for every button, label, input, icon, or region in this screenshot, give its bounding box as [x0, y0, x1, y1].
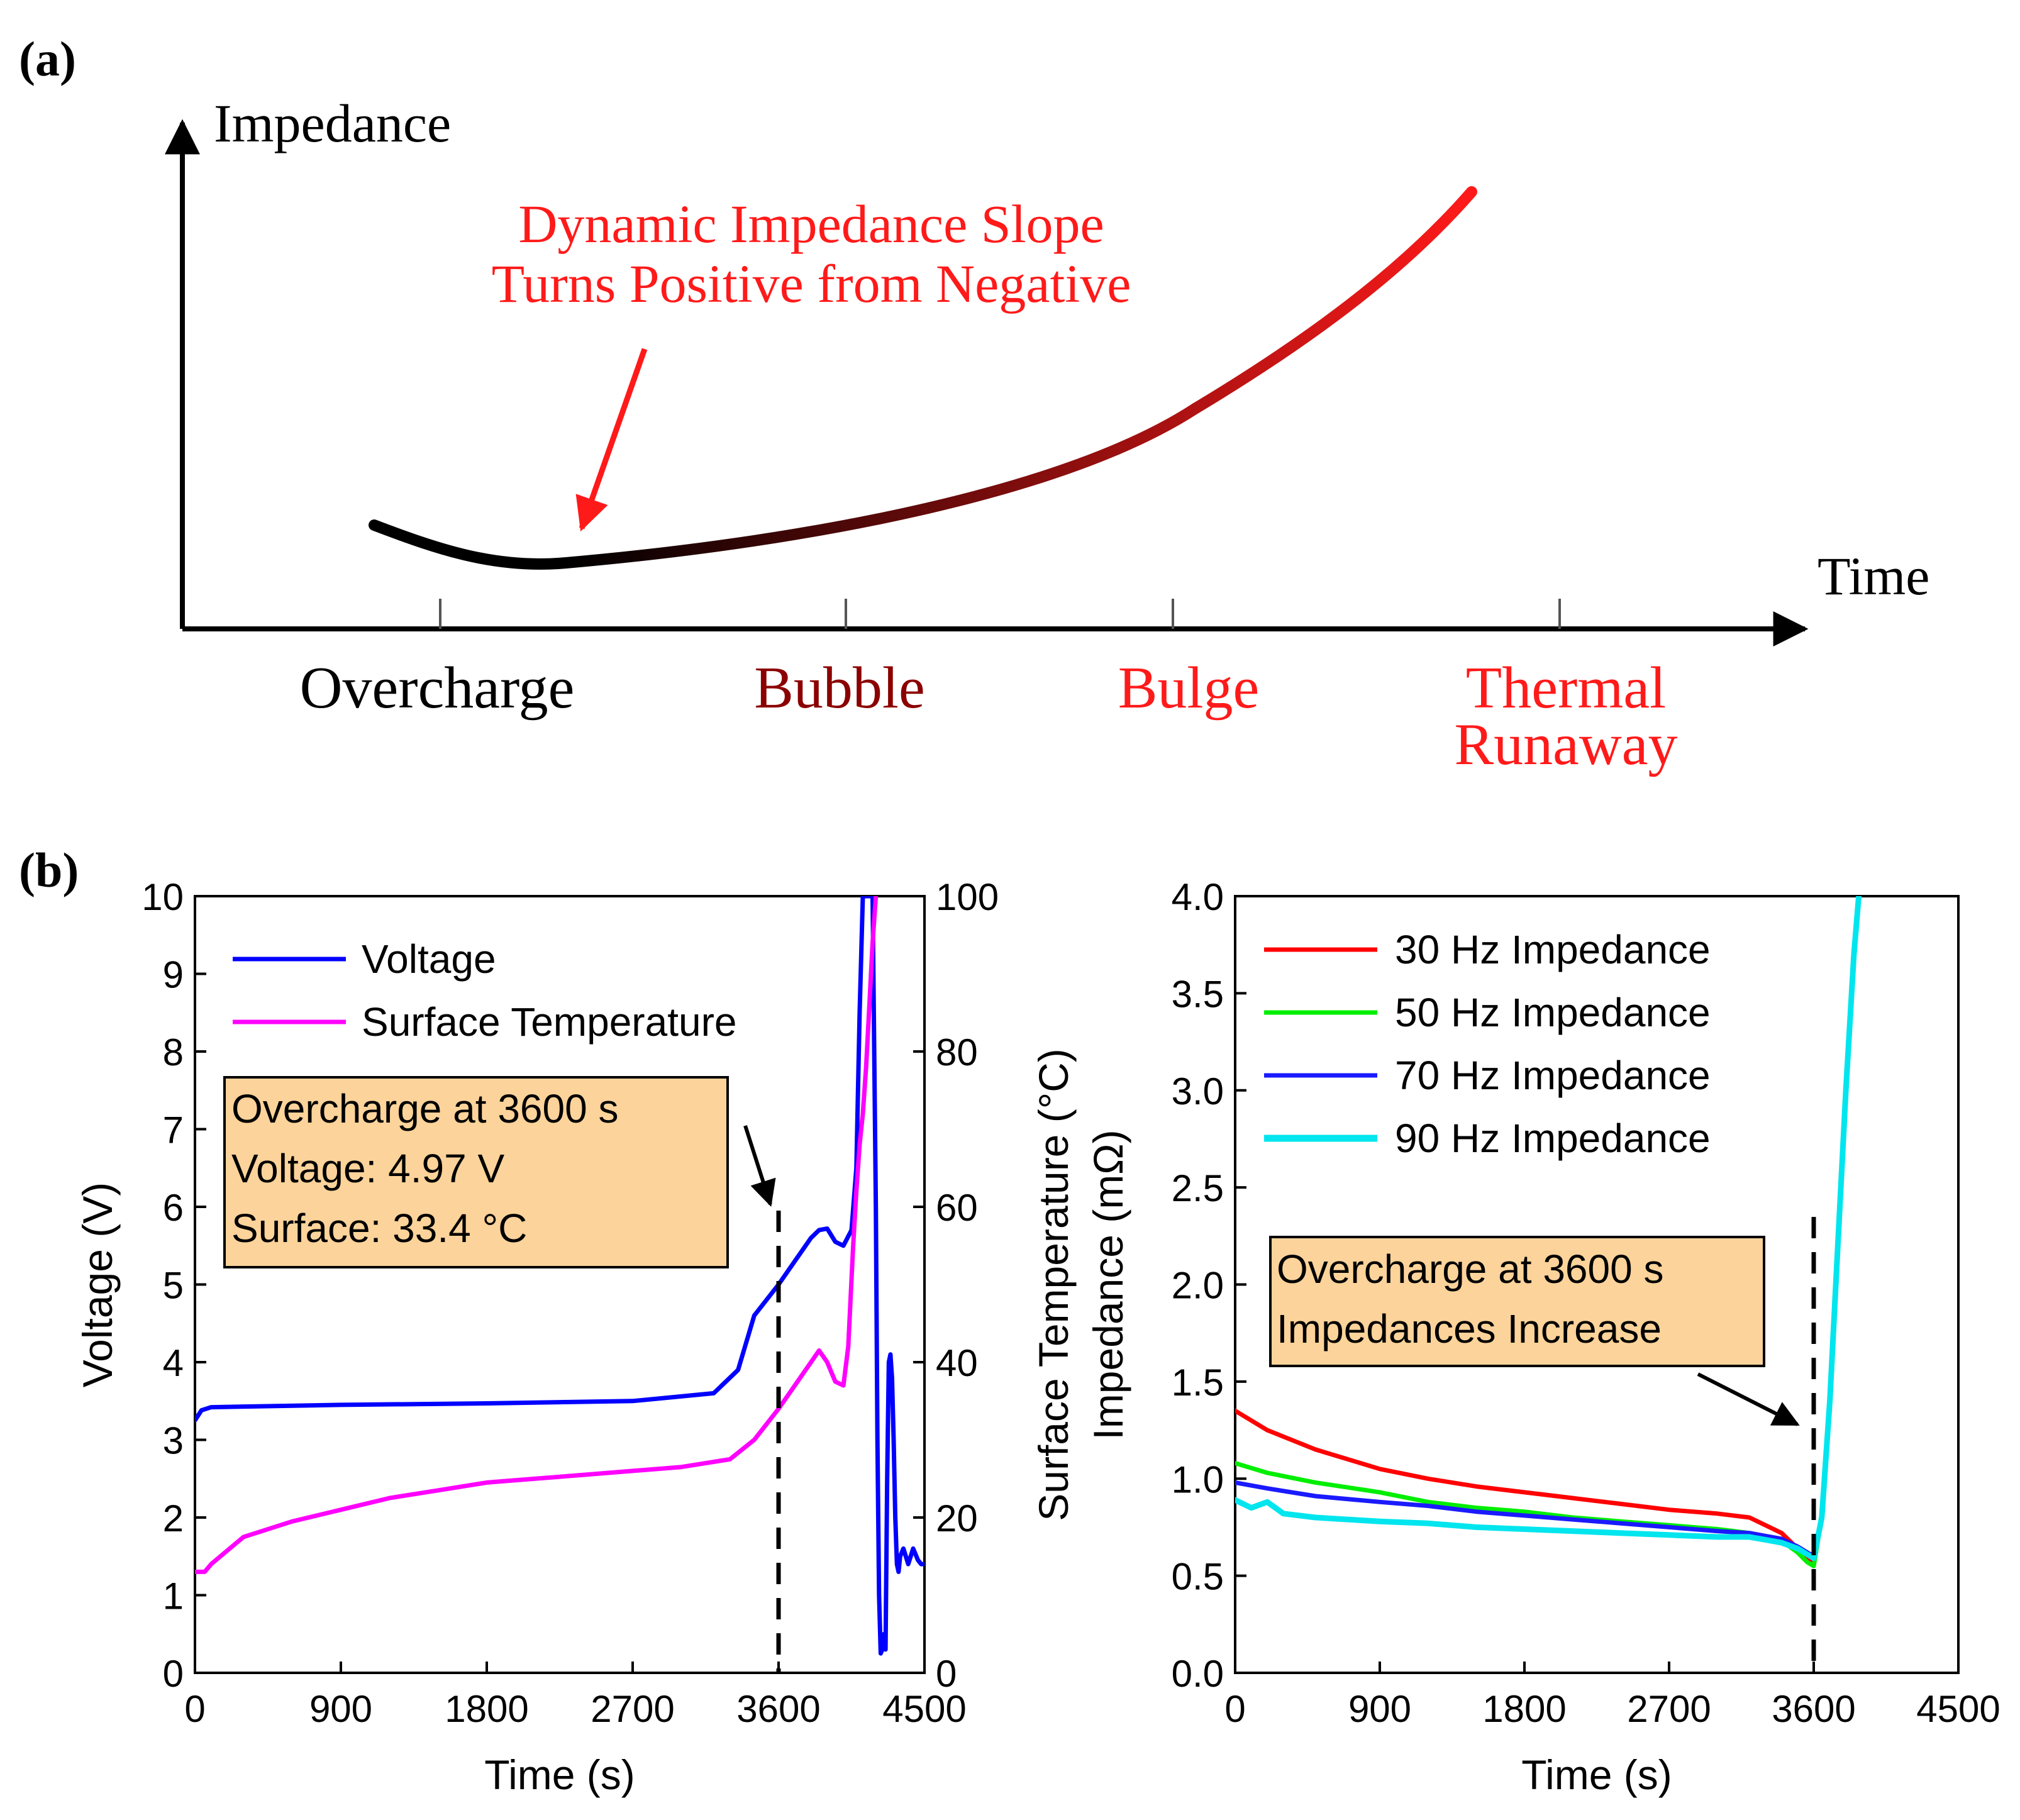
right-xlabel: Time (s) [1521, 1751, 1672, 1798]
left-ytick-label: 5 [163, 1265, 184, 1307]
right-legend: 30 Hz Impedance 50 Hz Impedance 70 Hz Im… [1264, 927, 1711, 1161]
stage-bulge: Bulge [1118, 655, 1260, 721]
left-ytick-label: 2 [163, 1497, 184, 1540]
right-annotation-arrow [1697, 1372, 1800, 1426]
right-ytick-label: 1.0 [1172, 1458, 1224, 1501]
legend-voltage-label: Voltage [362, 936, 496, 982]
left-ytick-label: 1 [163, 1575, 184, 1617]
stage-thermal: Thermal [1466, 655, 1666, 721]
left-ylabel: Voltage (V) [74, 1182, 121, 1388]
right-ytick-label: 3.5 [1172, 973, 1224, 1015]
left-annotation-box: Overcharge at 3600 s Voltage: 4.97 V Sur… [223, 1076, 729, 1268]
right-ytick-label: 0.5 [1172, 1556, 1224, 1598]
right-ylabel: Impedance (mΩ) [1085, 1129, 1131, 1440]
right-ytick-label: 2.0 [1172, 1265, 1224, 1307]
panel-a-xlabel: Time [1817, 546, 1929, 606]
annotation-line-1: Dynamic Impedance Slope [518, 194, 1104, 254]
left-xtick-label: 900 [309, 1688, 372, 1730]
legend-90hz-label: 90 Hz Impedance [1395, 1116, 1711, 1161]
panel-a-label: (a) [19, 31, 76, 86]
left-ytick-label: 7 [163, 1109, 184, 1151]
left-ytick-label: 0 [163, 1653, 184, 1695]
legend-temperature-label: Surface Temperature [362, 999, 736, 1045]
legend-70hz-label: 70 Hz Impedance [1395, 1053, 1711, 1098]
impedance-curve [369, 186, 1477, 570]
left-xtick-label: 0 [184, 1688, 205, 1730]
left-y2tick-label: 80 [936, 1031, 978, 1074]
right-xtick-label: 900 [1348, 1688, 1411, 1730]
left-annotation-line-1: Overcharge at 3600 s [231, 1086, 618, 1131]
right-series-3-line [1235, 896, 1862, 1562]
stage-bubble: Bubble [754, 655, 925, 721]
left-legend: Voltage Surface Temperature [233, 936, 736, 1045]
left-series-0-line [195, 896, 924, 1656]
left-series-1-line [195, 896, 879, 1574]
stage-overcharge: Overcharge [300, 655, 575, 721]
left-xtick-label: 2700 [591, 1688, 674, 1730]
left-annotation-line-2: Voltage: 4.97 V [231, 1146, 504, 1191]
right-xtick-label: 4500 [1916, 1688, 2000, 1730]
legend-50hz-label: 50 Hz Impedance [1395, 990, 1711, 1035]
left-xlabel: Time (s) [484, 1751, 635, 1798]
right-annotation-line-1: Overcharge at 3600 s [1277, 1246, 1663, 1292]
right-xtick-label: 0 [1224, 1688, 1245, 1730]
impedance-chart: 0 900 1800 2700 3600 4500 0.0 0.5 1.0 1.5 2.0 2.5 3.… [1085, 876, 2001, 1798]
right-xtick-label: 3600 [1772, 1688, 1855, 1730]
right-xtick-label: 2700 [1627, 1688, 1711, 1730]
left-series [195, 896, 924, 1656]
right-annotation-bg [1269, 1236, 1765, 1367]
voltage-temperature-chart: 0 900 1800 2700 3600 450001234567891002040608… [74, 876, 1077, 1798]
legend-30hz-label: 30 Hz Impedance [1395, 927, 1711, 972]
left-xtick-label: 3600 [736, 1688, 820, 1730]
left-ytick-label: 4 [163, 1342, 184, 1384]
left-y2tick-label: 40 [936, 1342, 978, 1384]
right-ytick-label: 0.0 [1172, 1653, 1224, 1695]
panel-a: (a) Impedance Time Dynamic Impedance Slo… [19, 31, 1929, 777]
left-ytick-label: 10 [142, 876, 184, 918]
left-annotation-line-3: Surface: 33.4 °C [231, 1206, 527, 1251]
left-ytick-label: 3 [163, 1420, 184, 1462]
right-annotation-box: Overcharge at 3600 s Impedances Increase [1269, 1236, 1765, 1367]
left-ticks: 0 900 1800 2700 3600 450001234567891002040608… [142, 876, 999, 1730]
left-ytick-label: 6 [163, 1187, 184, 1229]
left-annotation-bg [223, 1076, 729, 1268]
panel-a-ylabel: Impedance [214, 93, 451, 153]
left-annotation-arrow [743, 1125, 776, 1207]
right-ytick-label: 2.5 [1172, 1167, 1224, 1209]
annotation-arrow [575, 348, 648, 532]
right-ytick-label: 3.0 [1172, 1070, 1224, 1113]
annotation-line-2: Turns Positive from Negative [492, 253, 1131, 314]
left-y2tick-label: 20 [936, 1497, 978, 1540]
right-xtick-label: 1800 [1482, 1688, 1566, 1730]
left-xtick-label: 4500 [882, 1688, 966, 1730]
left-y2label: Surface Temperature (°C) [1030, 1048, 1077, 1521]
left-ytick-label: 8 [163, 1031, 184, 1074]
left-xtick-label: 1800 [445, 1688, 528, 1730]
right-ytick-label: 4.0 [1172, 876, 1224, 918]
right-annotation-line-2: Impedances Increase [1277, 1306, 1662, 1351]
left-ytick-label: 9 [163, 954, 184, 996]
stage-runaway: Runaway [1454, 712, 1677, 777]
right-ytick-label: 1.5 [1172, 1362, 1224, 1404]
right-series [1235, 896, 1862, 1568]
panel-b-label: (b) [19, 843, 79, 897]
right-ticks: 0 900 1800 2700 3600 4500 0.0 0.5 1.0 1.5 2.0 2.5 3.… [1172, 876, 2001, 1730]
left-y2tick-label: 60 [936, 1187, 978, 1229]
left-y2tick-label: 0 [936, 1653, 957, 1695]
left-y2tick-label: 100 [936, 876, 999, 918]
